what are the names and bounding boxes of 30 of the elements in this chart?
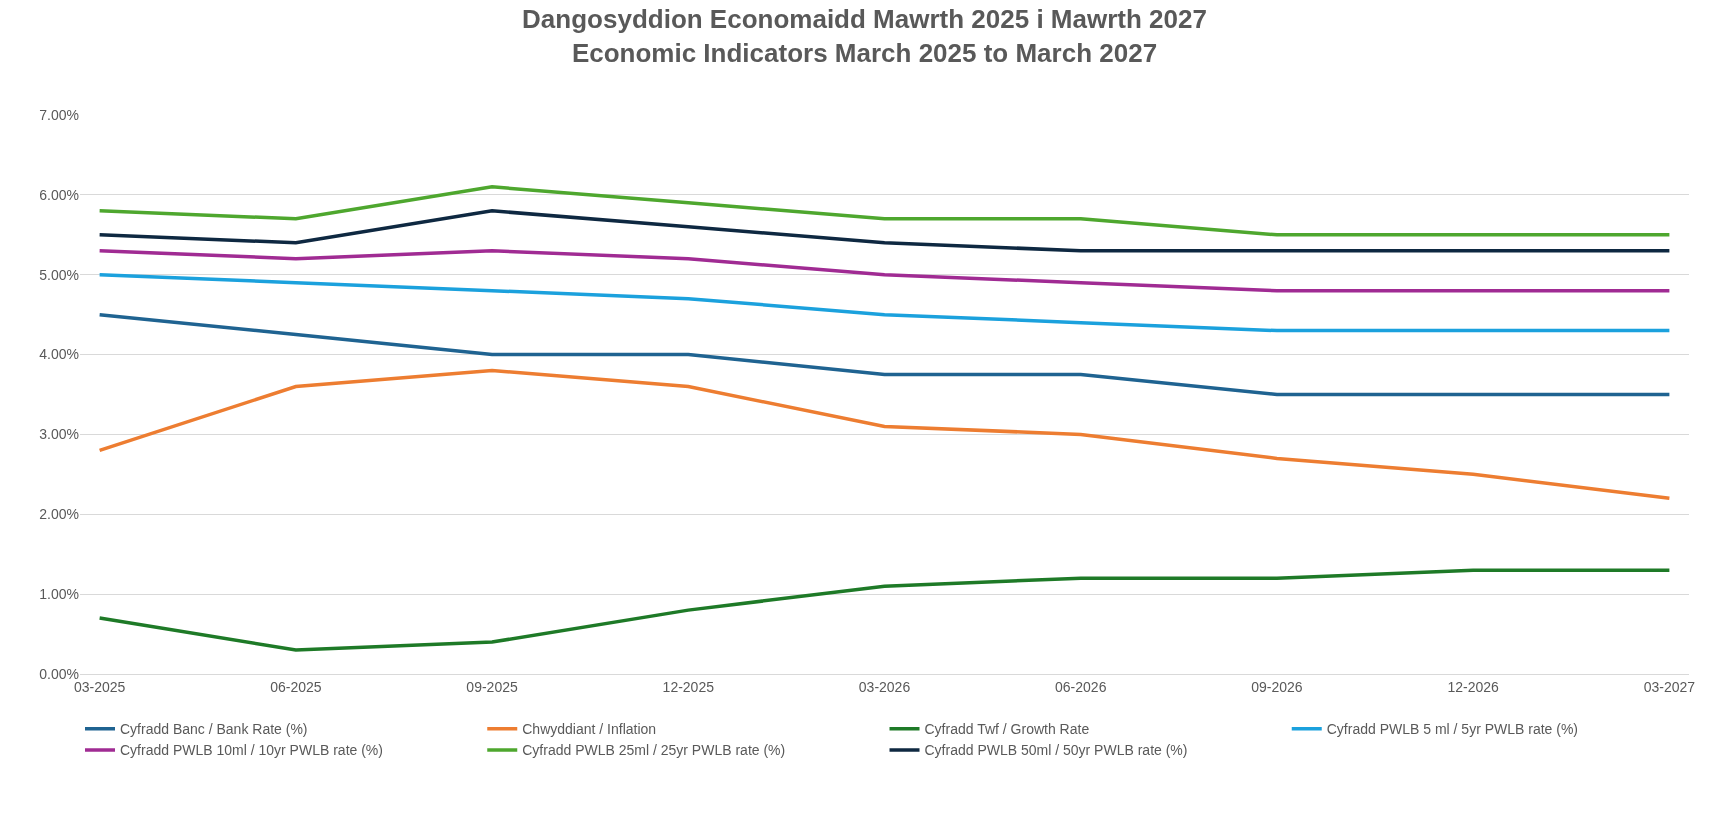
legend-label: Cyfradd Twf / Growth Rate	[924, 721, 1090, 738]
legend-label: Cyfradd PWLB 10ml / 10yr PWLB rate (%)	[120, 742, 383, 759]
line-series	[97, 312, 1672, 397]
y-tick-label: 7.00%	[39, 106, 79, 123]
line-series	[97, 568, 1672, 652]
x-tick-label: 06-2025	[270, 678, 322, 695]
x-tick-label: 03-2027	[1643, 678, 1696, 695]
x-tick-label: 06-2026	[1055, 678, 1107, 695]
legend-label: Cyfradd PWLB 5 ml / 5yr PWLB rate (%)	[1326, 721, 1579, 738]
line-series	[97, 368, 1672, 501]
line-series	[97, 272, 1672, 333]
x-tick-label: 03-2026	[858, 678, 911, 695]
y-tick-label: 3.00%	[39, 426, 79, 443]
x-tick-label: 12-2026	[1447, 678, 1500, 695]
y-tick-label: 1.00%	[39, 586, 79, 603]
y-tick-label: 4.00%	[39, 346, 79, 363]
y-tick-label: 6.00%	[39, 186, 79, 203]
legend-label: Chwyddiant / Inflation	[522, 721, 657, 738]
x-tick-label: 12-2025	[662, 678, 715, 695]
legend-label: Cyfradd PWLB 50ml / 50yr PWLB rate (%)	[924, 742, 1188, 759]
y-tick-label: 5.00%	[39, 266, 79, 283]
line-series	[97, 249, 1672, 293]
y-tick-label: 2.00%	[39, 506, 79, 523]
legend-label: Cyfradd Banc / Bank Rate (%)	[120, 721, 308, 738]
line-series	[97, 185, 1672, 237]
chart-title: Dangosyddion Economaidd Mawrth 2025 i Mawrth 2027 Economic Indicators March 2025 to March 2027	[522, 4, 1207, 69]
x-tick-label: 09-2026	[1251, 678, 1303, 695]
line-series	[97, 209, 1672, 253]
x-tick-label: 09-2025	[466, 678, 518, 695]
legend-label: Cyfradd PWLB 25ml / 25yr PWLB rate (%)	[522, 742, 786, 759]
